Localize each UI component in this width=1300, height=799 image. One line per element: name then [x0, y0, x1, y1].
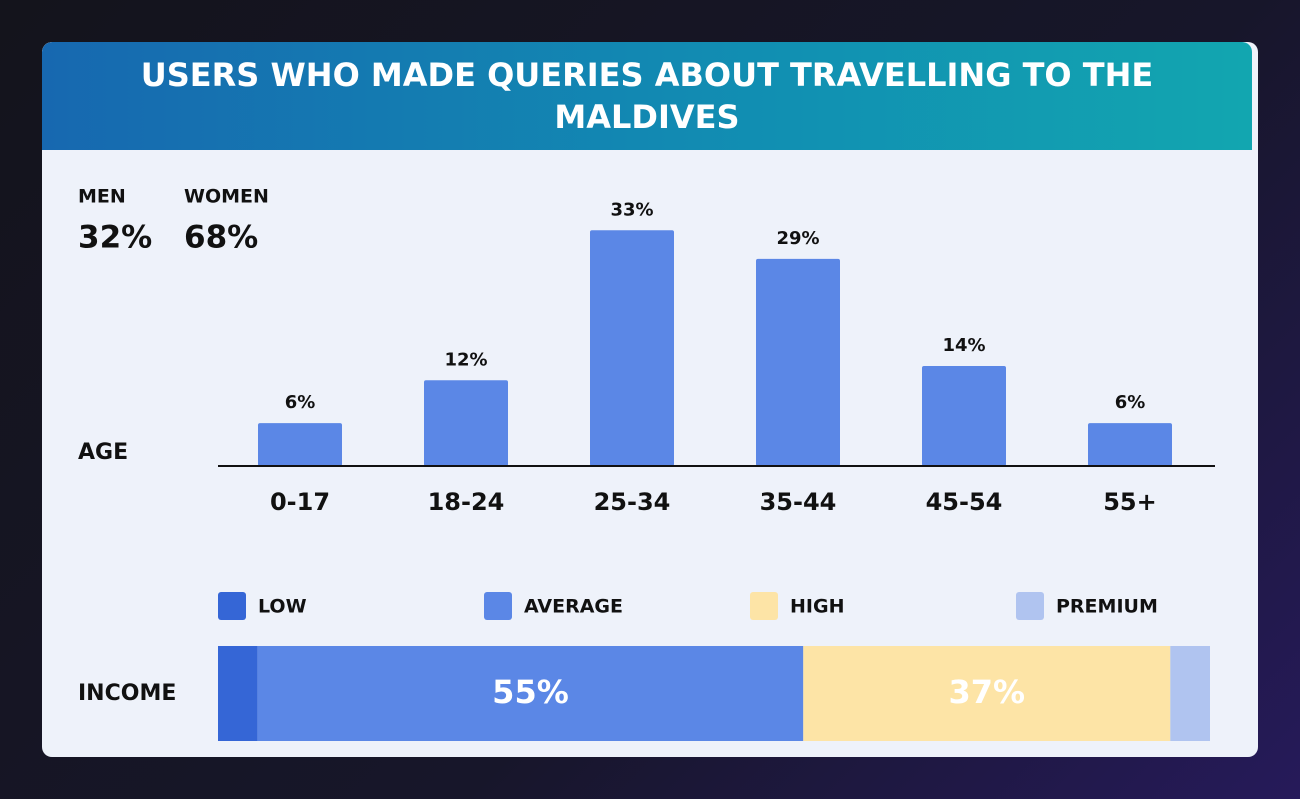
x-tick-label: 0-17: [270, 488, 330, 516]
legend-label: PREMIUM: [1056, 596, 1158, 618]
value-label: 6%: [285, 392, 316, 413]
gender-share: 32%: [78, 220, 152, 256]
income-segment: [257, 646, 804, 741]
chart-title: USERS WHO MADE QUERIES ABOUT TRAVELLING …: [140, 56, 1154, 136]
legend-swatch: [218, 592, 246, 620]
value-label: 29%: [776, 228, 819, 249]
bar: [1088, 423, 1172, 466]
gender-label: WOMEN: [184, 186, 269, 208]
bar: [756, 258, 840, 466]
axis-label: INCOME: [78, 681, 176, 706]
legend-label: AVERAGE: [524, 596, 623, 618]
segment-label: 37%: [949, 673, 1026, 711]
legend-swatch: [750, 592, 778, 620]
axis-label: AGE: [78, 440, 128, 465]
value-label: 6%: [1115, 392, 1146, 413]
segment-label: 55%: [492, 673, 569, 711]
gender-share: 68%: [184, 220, 258, 256]
x-tick-label: 25-34: [594, 488, 671, 516]
value-label: 33%: [610, 199, 653, 220]
value-label: 14%: [942, 335, 985, 356]
legend-label: LOW: [258, 596, 307, 618]
bar: [590, 230, 674, 466]
income-segment: [1170, 646, 1210, 741]
title-banner: USERS WHO MADE QUERIES ABOUT TRAVELLING …: [42, 42, 1252, 150]
gender-label: MEN: [78, 186, 126, 208]
legend-swatch: [1016, 592, 1044, 620]
legend-swatch: [484, 592, 512, 620]
income-segment: [218, 646, 258, 741]
income-segment: [803, 646, 1171, 741]
x-tick-label: 35-44: [760, 488, 837, 516]
bar: [922, 366, 1006, 466]
bar: [258, 423, 342, 466]
legend-label: HIGH: [790, 596, 844, 618]
bar: [424, 380, 508, 466]
card: USERS WHO MADE QUERIES ABOUT TRAVELLING …: [42, 42, 1258, 757]
value-label: 12%: [444, 349, 487, 370]
x-tick-label: 18-24: [428, 488, 505, 516]
x-tick-label: 55+: [1103, 488, 1157, 516]
x-tick-label: 45-54: [926, 488, 1003, 516]
